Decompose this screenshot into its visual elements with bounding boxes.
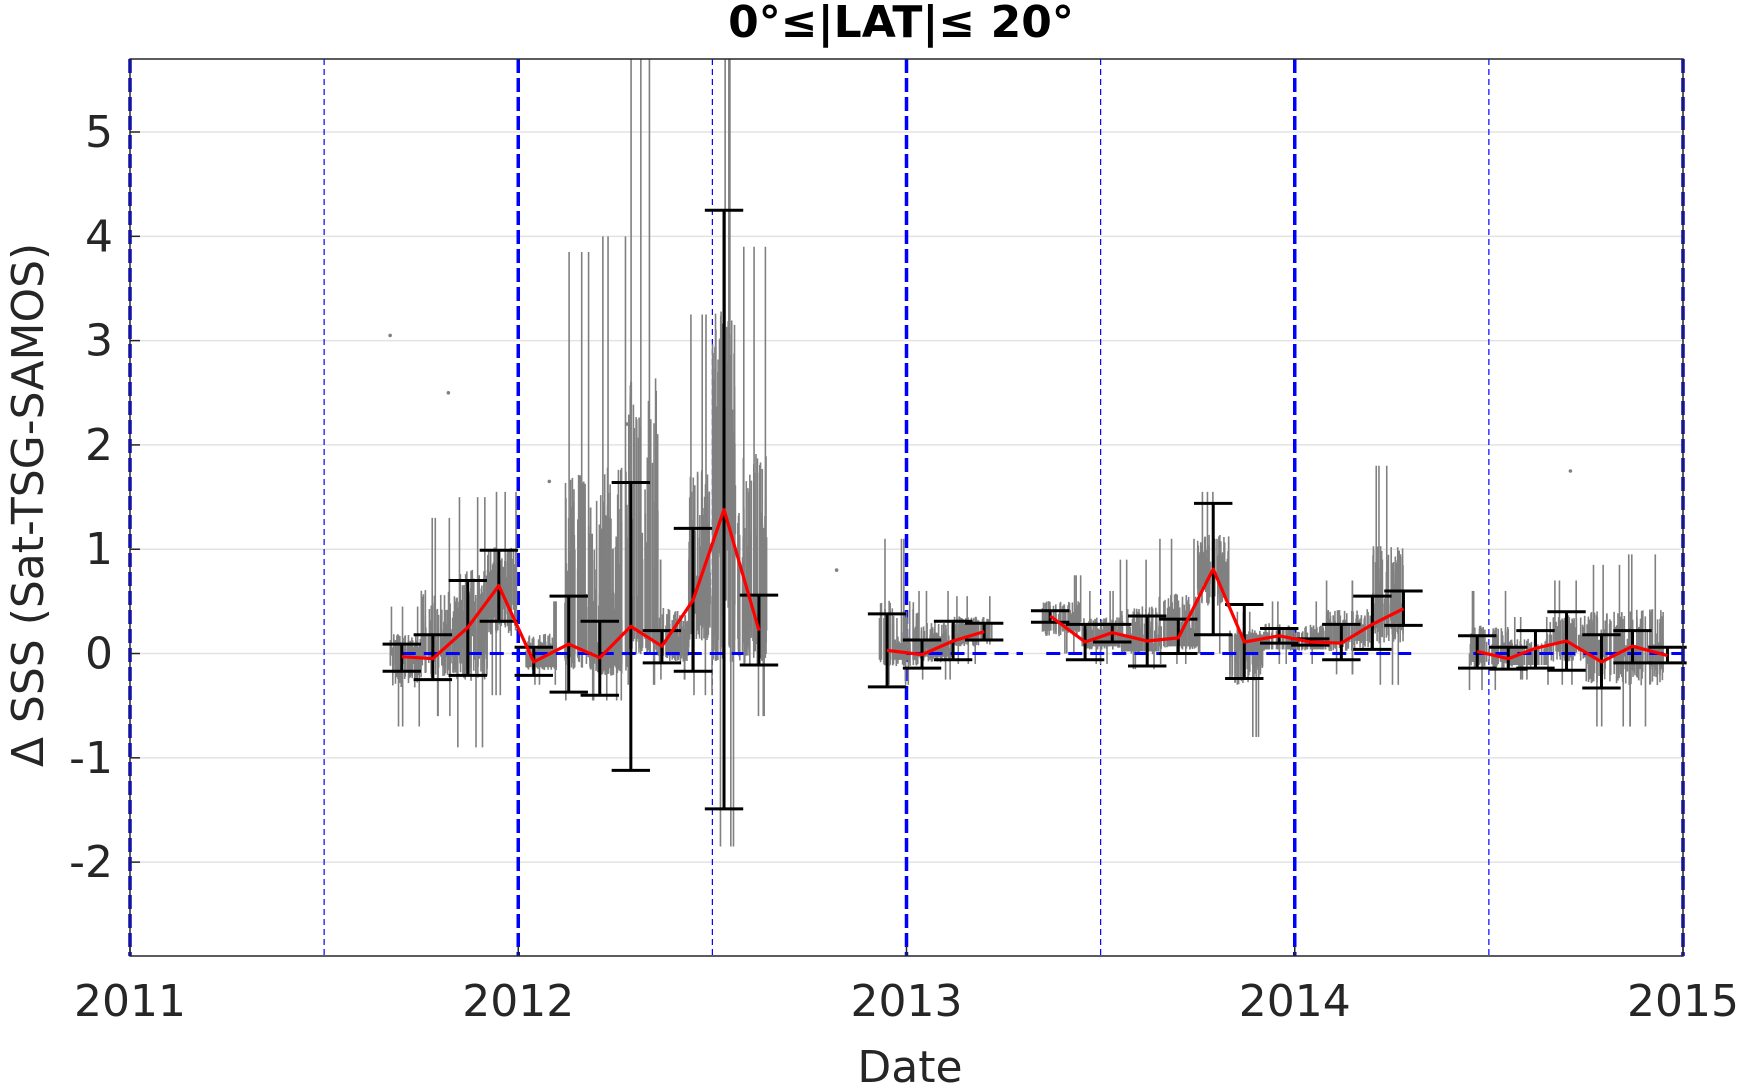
error-bar	[1384, 589, 1423, 627]
x-axis-label: Date	[857, 1042, 962, 1087]
raw-outlier-point	[625, 422, 629, 426]
error-bar	[867, 612, 907, 689]
x-tick-label: 2014	[1239, 976, 1351, 1027]
raw-data-cluster	[525, 601, 558, 685]
y-tick-label: 4	[85, 211, 113, 262]
chart-title: 0°≤|LAT|≤ 20°	[728, 0, 1074, 48]
raw-data-cluster	[1585, 564, 1626, 727]
raw-outlier-point	[446, 390, 451, 395]
raw-data-cluster	[627, 59, 659, 685]
mean-line	[401, 508, 761, 664]
y-tick-label: -2	[69, 837, 113, 888]
mean-line	[886, 630, 985, 657]
mean-line	[1476, 639, 1668, 664]
raw-outlier-point	[1568, 469, 1573, 473]
raw-data-cluster	[1228, 611, 1264, 737]
raw-outlier-point	[547, 479, 552, 484]
raw-data-cluster	[917, 590, 954, 680]
raw-data-cluster	[595, 236, 628, 701]
raw-outlier-point	[834, 568, 839, 572]
y-tick-label: 3	[85, 316, 113, 367]
y-axis-label: Δ SSS (Sat-TSG-SAMOS)	[3, 243, 54, 767]
raw-data-cluster	[1041, 575, 1082, 654]
x-tick-label: 2015	[1627, 976, 1739, 1027]
y-tick-label: -1	[69, 733, 113, 784]
y-tick-label: 2	[85, 420, 113, 471]
raw-data-cluster	[737, 246, 768, 717]
raw-data-cluster	[420, 517, 457, 717]
mean-line	[1049, 567, 1405, 645]
x-tick-label: 2012	[462, 976, 574, 1027]
raw-data-cluster	[389, 606, 422, 727]
x-tick-label: 2011	[74, 976, 186, 1027]
y-tick-label: 1	[85, 524, 113, 575]
y-axis: -2 -1 0 1 2 3 4 5	[69, 107, 140, 888]
x-tick-label: 2013	[851, 976, 963, 1027]
raw-outlier-point	[388, 333, 392, 338]
y-tick-label: 5	[85, 107, 113, 158]
raw-data-cluster	[1371, 465, 1404, 685]
plot-area	[128, 58, 1687, 957]
raw-data-cluster	[1624, 554, 1664, 727]
y-tick-label: 0	[85, 629, 113, 680]
raw-data-cluster	[878, 538, 919, 685]
x-axis: 2011 2012 2013 2014 2015	[74, 946, 1739, 1027]
